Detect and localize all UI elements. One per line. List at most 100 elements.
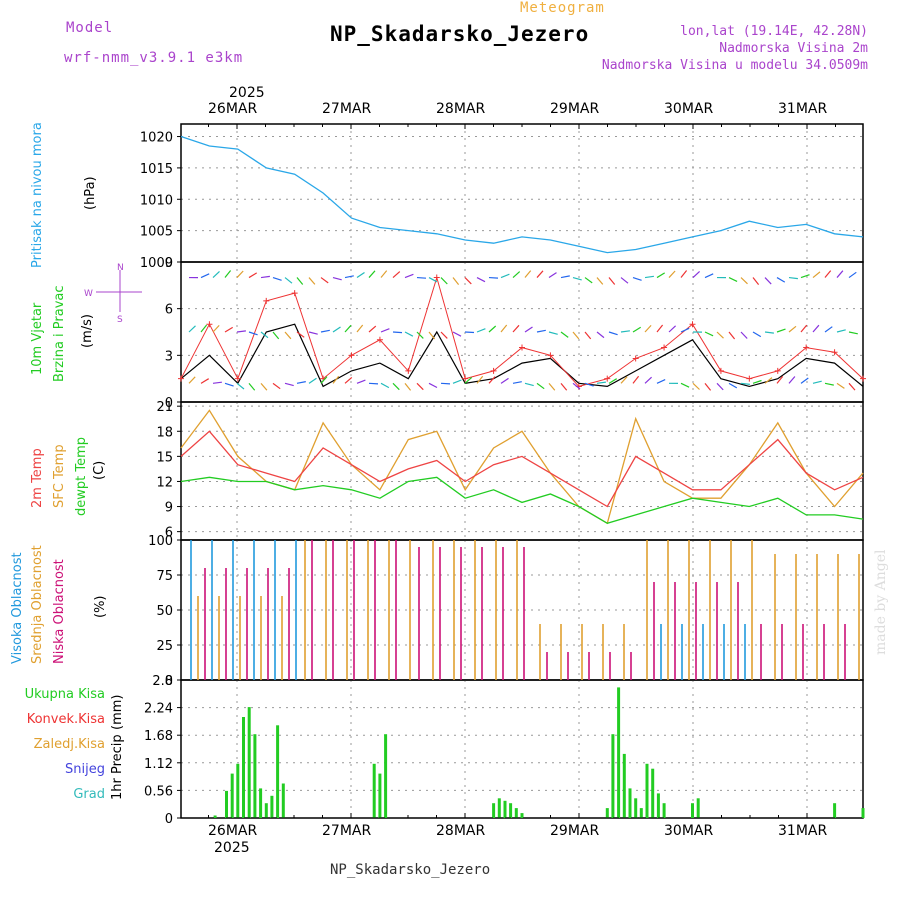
top-date-0: 26MAR [208,101,258,117]
wind-direction-arrow [248,382,256,391]
wind-direction-arrow [524,270,532,278]
wind-direction-arrow [488,376,496,384]
wind-direction-arrow [212,324,220,333]
wind-direction-arrow [824,326,833,333]
wind-gust-marker [462,375,469,382]
wind-direction-arrow [788,376,796,384]
panel-frame [180,401,864,541]
wind-direction-arrow [212,381,222,384]
wind-direction-arrow [512,381,522,384]
bottom-year-label: 2025 [214,840,250,856]
wind-gust-marker [774,367,781,374]
top-date-2: 28MAR [436,101,486,117]
precip-bar [622,753,626,818]
wind-direction-arrow [272,276,282,281]
wind-speed-line [180,323,864,388]
wind-direction-arrow [320,277,329,284]
wind-direction-arrow [260,382,268,391]
wind-direction-arrow [764,277,772,285]
legend-grad: Grad [73,787,105,802]
wind-direction-arrow [752,277,760,285]
wind-direction-arrow [704,273,714,279]
wind-direction-arrow [344,275,354,279]
wind-direction-arrow [212,270,220,278]
wind-gust-marker [291,290,298,297]
precip-bar [259,788,263,818]
wind-direction-arrow [716,331,724,339]
wind-direction-arrow [224,382,234,387]
wind-direction-arrow [680,382,690,388]
wind-direction-arrow [476,375,484,384]
wind-gust-marker [803,344,810,351]
wind-direction-arrow [536,329,546,333]
wind-direction-arrow [836,270,844,278]
wind-direction-arrow [728,382,738,389]
wind-direction-arrow [836,329,846,333]
wind-gust-marker [717,367,724,374]
precip-bar [264,803,268,818]
wind-direction-arrow [308,277,316,285]
sfc-temp-line [180,409,864,525]
wind-direction-arrow [572,331,580,340]
wind-gust-marker [178,375,184,382]
wind-direction-arrow [296,331,305,338]
wind-direction-arrow [500,324,508,333]
wind-direction-arrow [680,327,690,333]
wind-direction-arrow [776,376,784,384]
wind-direction-arrow [512,324,520,333]
wind-direction-arrow [812,271,821,279]
dewpt-line [180,476,864,525]
y-tick-label: 2.24 [144,702,173,717]
wind-direction-arrow [296,277,304,285]
panel-frame [180,123,864,263]
wind-direction-arrow [656,324,664,333]
wind-direction-arrow [800,274,810,279]
compass-w: W [84,289,93,299]
top-date-1: 27MAR [322,101,372,117]
wind-direction-arrow [260,331,269,339]
wind-direction-arrow [272,382,281,390]
top-date-5: 31MAR [778,101,828,117]
wind-gust-line [180,275,864,387]
lonlat-label: lon,lat (19.14E, 42.28N) [680,24,868,39]
wind-direction-arrow [764,377,773,384]
wind-direction-arrow [200,324,208,333]
precip-bar [611,734,615,818]
wind-direction-arrow [464,376,473,384]
wind-gust-marker [234,375,241,382]
wind-direction-arrow [668,325,677,333]
bottom-date-2: 28MAR [436,823,486,839]
compass-n: N [117,263,124,273]
precip-bar [639,808,643,818]
wind-direction-arrow [416,276,427,279]
wind-direction-arrow [740,382,750,385]
wind-gust-marker [604,375,611,382]
wind-direction-arrow [248,272,258,279]
wind-direction-arrow [524,382,534,387]
wind-direction-arrow [320,376,328,384]
y-tick-label: 9 [165,256,173,271]
precip-bar [520,813,524,818]
wind-direction-arrow [404,273,414,279]
precip-bar [617,687,621,818]
y-tick-label: 21 [156,400,173,415]
precip-bar [276,725,280,818]
wind-direction-arrow [812,324,820,333]
wind-direction-arrow [716,382,724,391]
wind-direction-arrow [272,331,280,340]
precip-bar [833,803,837,818]
temp-2m-line [180,430,864,508]
precip-bar [213,815,217,818]
precip-bar [230,773,234,818]
wind-direction-arrow [224,326,234,333]
wind-direction-arrow [416,382,424,391]
wind-direction-arrow [284,382,294,387]
precip-bar [861,808,865,818]
wind-direction-arrow [284,331,292,340]
wind-direction-arrow [788,325,797,333]
wind-direction-arrow [620,277,629,284]
wind-direction-arrow [692,382,700,390]
elevation-label: Nadmorska Visina 2m [719,41,868,56]
meteogram-label: Meteogram [520,0,605,16]
